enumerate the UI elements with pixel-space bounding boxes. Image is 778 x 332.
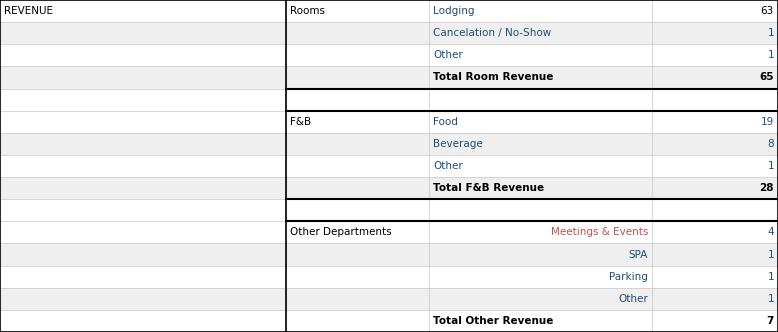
Text: 1: 1	[767, 28, 774, 38]
Text: Parking: Parking	[609, 272, 648, 282]
Bar	[0, 22, 778, 44]
Text: Beverage: Beverage	[433, 139, 483, 149]
Bar	[0, 0, 778, 22]
Text: Other: Other	[619, 294, 648, 304]
Bar	[0, 177, 778, 199]
Text: Total Room Revenue: Total Room Revenue	[433, 72, 554, 82]
Text: 4: 4	[767, 227, 774, 237]
Bar	[0, 44, 778, 66]
Text: Total Other Revenue: Total Other Revenue	[433, 316, 554, 326]
Text: Other: Other	[433, 161, 463, 171]
Bar	[0, 288, 778, 310]
Bar	[0, 89, 778, 111]
Text: 1: 1	[767, 250, 774, 260]
Bar	[0, 66, 778, 89]
Text: 65: 65	[759, 72, 774, 82]
Text: 1: 1	[767, 294, 774, 304]
Text: Other: Other	[433, 50, 463, 60]
Bar	[0, 310, 778, 332]
Text: 1: 1	[767, 272, 774, 282]
Text: 7: 7	[766, 316, 774, 326]
Text: Cancelation / No-Show: Cancelation / No-Show	[433, 28, 552, 38]
Text: F&B: F&B	[290, 117, 311, 127]
Text: Total F&B Revenue: Total F&B Revenue	[433, 183, 545, 193]
Bar	[0, 155, 778, 177]
Bar	[0, 133, 778, 155]
Text: 63: 63	[761, 6, 774, 16]
Text: 8: 8	[767, 139, 774, 149]
Text: Food: Food	[433, 117, 458, 127]
Text: 1: 1	[767, 50, 774, 60]
Text: REVENUE: REVENUE	[4, 6, 53, 16]
Text: 19: 19	[761, 117, 774, 127]
Bar	[0, 221, 778, 243]
Bar	[0, 111, 778, 133]
Bar	[0, 243, 778, 266]
Text: 1: 1	[767, 161, 774, 171]
Bar	[0, 266, 778, 288]
Text: Lodging: Lodging	[433, 6, 475, 16]
Text: Meetings & Events: Meetings & Events	[551, 227, 648, 237]
Text: Rooms: Rooms	[290, 6, 325, 16]
Text: 28: 28	[759, 183, 774, 193]
Text: SPA: SPA	[629, 250, 648, 260]
Text: Other Departments: Other Departments	[290, 227, 392, 237]
Bar	[0, 199, 778, 221]
